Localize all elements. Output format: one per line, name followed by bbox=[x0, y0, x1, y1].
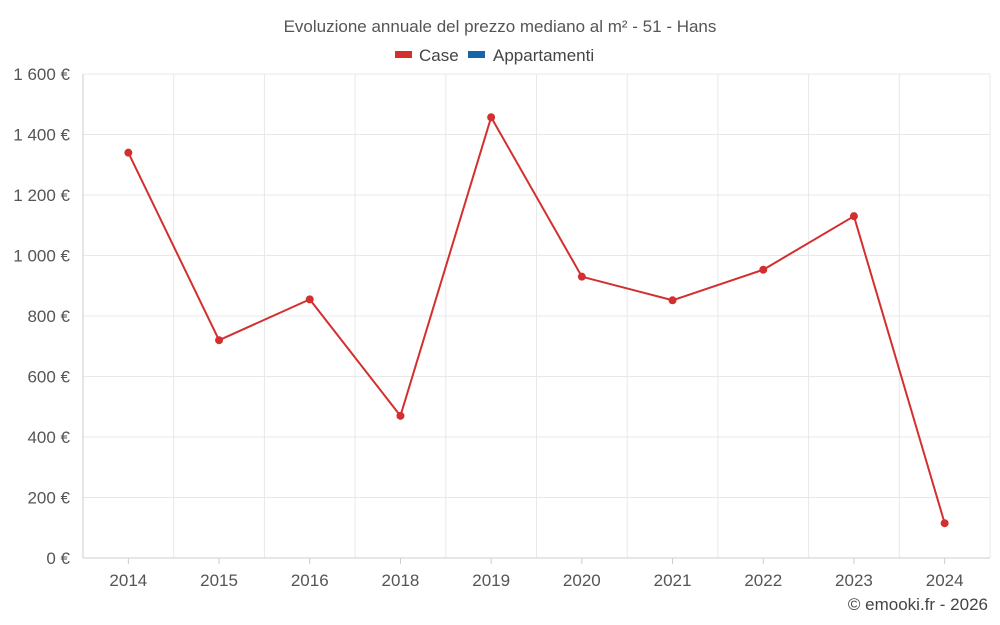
x-tick-label: 2016 bbox=[291, 571, 329, 590]
legend-item-case[interactable]: Case bbox=[395, 46, 459, 65]
x-tick-label: 2015 bbox=[200, 571, 238, 590]
chart-title: Evoluzione annuale del prezzo mediano al… bbox=[284, 17, 717, 36]
y-tick-label: 0 € bbox=[46, 549, 70, 568]
x-tick-label: 2023 bbox=[835, 571, 873, 590]
legend: Case Appartamenti bbox=[395, 46, 594, 65]
data-point[interactable] bbox=[124, 148, 133, 157]
data-point[interactable] bbox=[940, 519, 949, 528]
series-case bbox=[124, 113, 949, 528]
data-point[interactable] bbox=[396, 411, 405, 420]
x-tick-label: 2020 bbox=[563, 571, 601, 590]
legend-swatch-appartamenti bbox=[468, 51, 485, 58]
x-tick-label: 2024 bbox=[926, 571, 964, 590]
y-tick-label: 600 € bbox=[27, 368, 70, 387]
data-point[interactable] bbox=[305, 295, 314, 304]
legend-label-appartamenti: Appartamenti bbox=[493, 46, 594, 65]
y-tick-label: 1 000 € bbox=[13, 247, 70, 266]
series-line-case bbox=[127, 116, 946, 524]
y-tick-label: 1 200 € bbox=[13, 186, 70, 205]
x-tick-label: 2014 bbox=[109, 571, 147, 590]
legend-label-case: Case bbox=[419, 46, 459, 65]
data-point[interactable] bbox=[577, 272, 586, 281]
data-point[interactable] bbox=[487, 113, 496, 122]
grid bbox=[82, 73, 991, 558]
data-point[interactable] bbox=[215, 336, 224, 345]
x-axis-ticks: 2014 2015 2016 2018 2019 2020 2021 2022 2023 2024 bbox=[109, 558, 964, 590]
y-tick-label: 200 € bbox=[27, 489, 70, 508]
y-tick-label: 1 400 € bbox=[13, 126, 70, 145]
legend-item-appartamenti[interactable]: Appartamenti bbox=[468, 46, 594, 65]
y-axis-ticks: 0 € 200 € 400 € 600 € 800 € 1 000 € 1 200 € 1 4… bbox=[13, 65, 70, 568]
x-tick-label: 2021 bbox=[654, 571, 692, 590]
y-tick-label: 800 € bbox=[27, 307, 70, 326]
x-tick-label: 2018 bbox=[382, 571, 420, 590]
y-tick-label: 400 € bbox=[27, 428, 70, 447]
legend-swatch-case bbox=[395, 51, 412, 58]
x-tick-label: 2019 bbox=[472, 571, 510, 590]
credit-text: © emooki.fr - 2026 bbox=[848, 595, 988, 614]
data-point[interactable] bbox=[759, 265, 768, 274]
y-tick-label: 1 600 € bbox=[13, 65, 70, 84]
x-tick-label: 2022 bbox=[744, 571, 782, 590]
data-point[interactable] bbox=[668, 296, 677, 305]
data-point[interactable] bbox=[849, 212, 858, 221]
axes bbox=[82, 74, 990, 559]
